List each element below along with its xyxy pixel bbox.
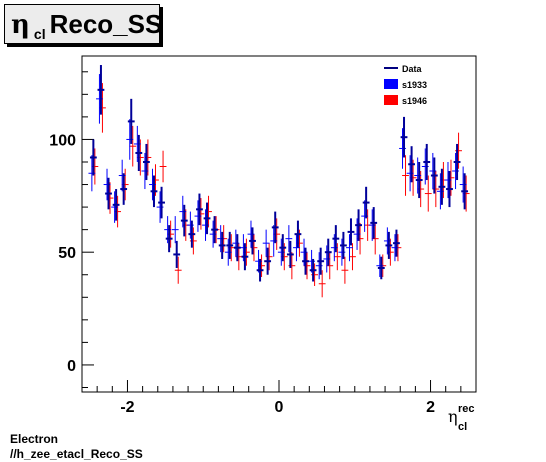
plot-frame <box>81 55 477 393</box>
series-layer <box>88 65 470 298</box>
series-s1946 <box>91 83 470 298</box>
series-Data <box>89 65 469 282</box>
x-tick-label: 0 <box>275 399 284 416</box>
axis-ticks <box>82 71 462 392</box>
y-tick-label: 0 <box>67 358 76 375</box>
plot-border <box>81 55 477 393</box>
title-symbol: η <box>11 10 30 40</box>
tick-labels: -2 0 2 0 50 100 <box>49 132 435 416</box>
x-tick-label: 2 <box>426 399 435 416</box>
chart: -2 0 2 0 50 100 Data s1933 s1946 ηcl rec <box>49 55 477 430</box>
footer-line-1: Electron <box>10 432 59 446</box>
x-axis-title: ηcl rec <box>448 403 475 430</box>
legend-label-Data: Data <box>402 64 423 74</box>
title-text: Reco_SS <box>49 9 163 39</box>
title-subscript: cl <box>33 26 46 42</box>
y-tick-label: 100 <box>49 132 76 149</box>
legend-label-s1933: s1933 <box>402 80 427 90</box>
x-axis-label-sub: cl <box>458 421 467 430</box>
x-tick-label: -2 <box>120 399 134 416</box>
legend-swatch-s1933 <box>384 79 398 89</box>
legend-swatch-s1946 <box>384 95 398 105</box>
y-tick-label: 50 <box>58 245 76 262</box>
title-box: η cl Reco_SS <box>4 4 163 44</box>
footer-line-2: //h_zee_etacl_Reco_SS <box>10 447 143 461</box>
footer: Electron //h_zee_etacl_Reco_SS <box>10 432 143 462</box>
legend-label-s1946: s1946 <box>402 96 427 106</box>
x-axis-label: η <box>448 407 458 426</box>
legend: Data s1933 s1946 <box>384 64 427 106</box>
x-axis-label-sup: rec <box>458 403 475 415</box>
